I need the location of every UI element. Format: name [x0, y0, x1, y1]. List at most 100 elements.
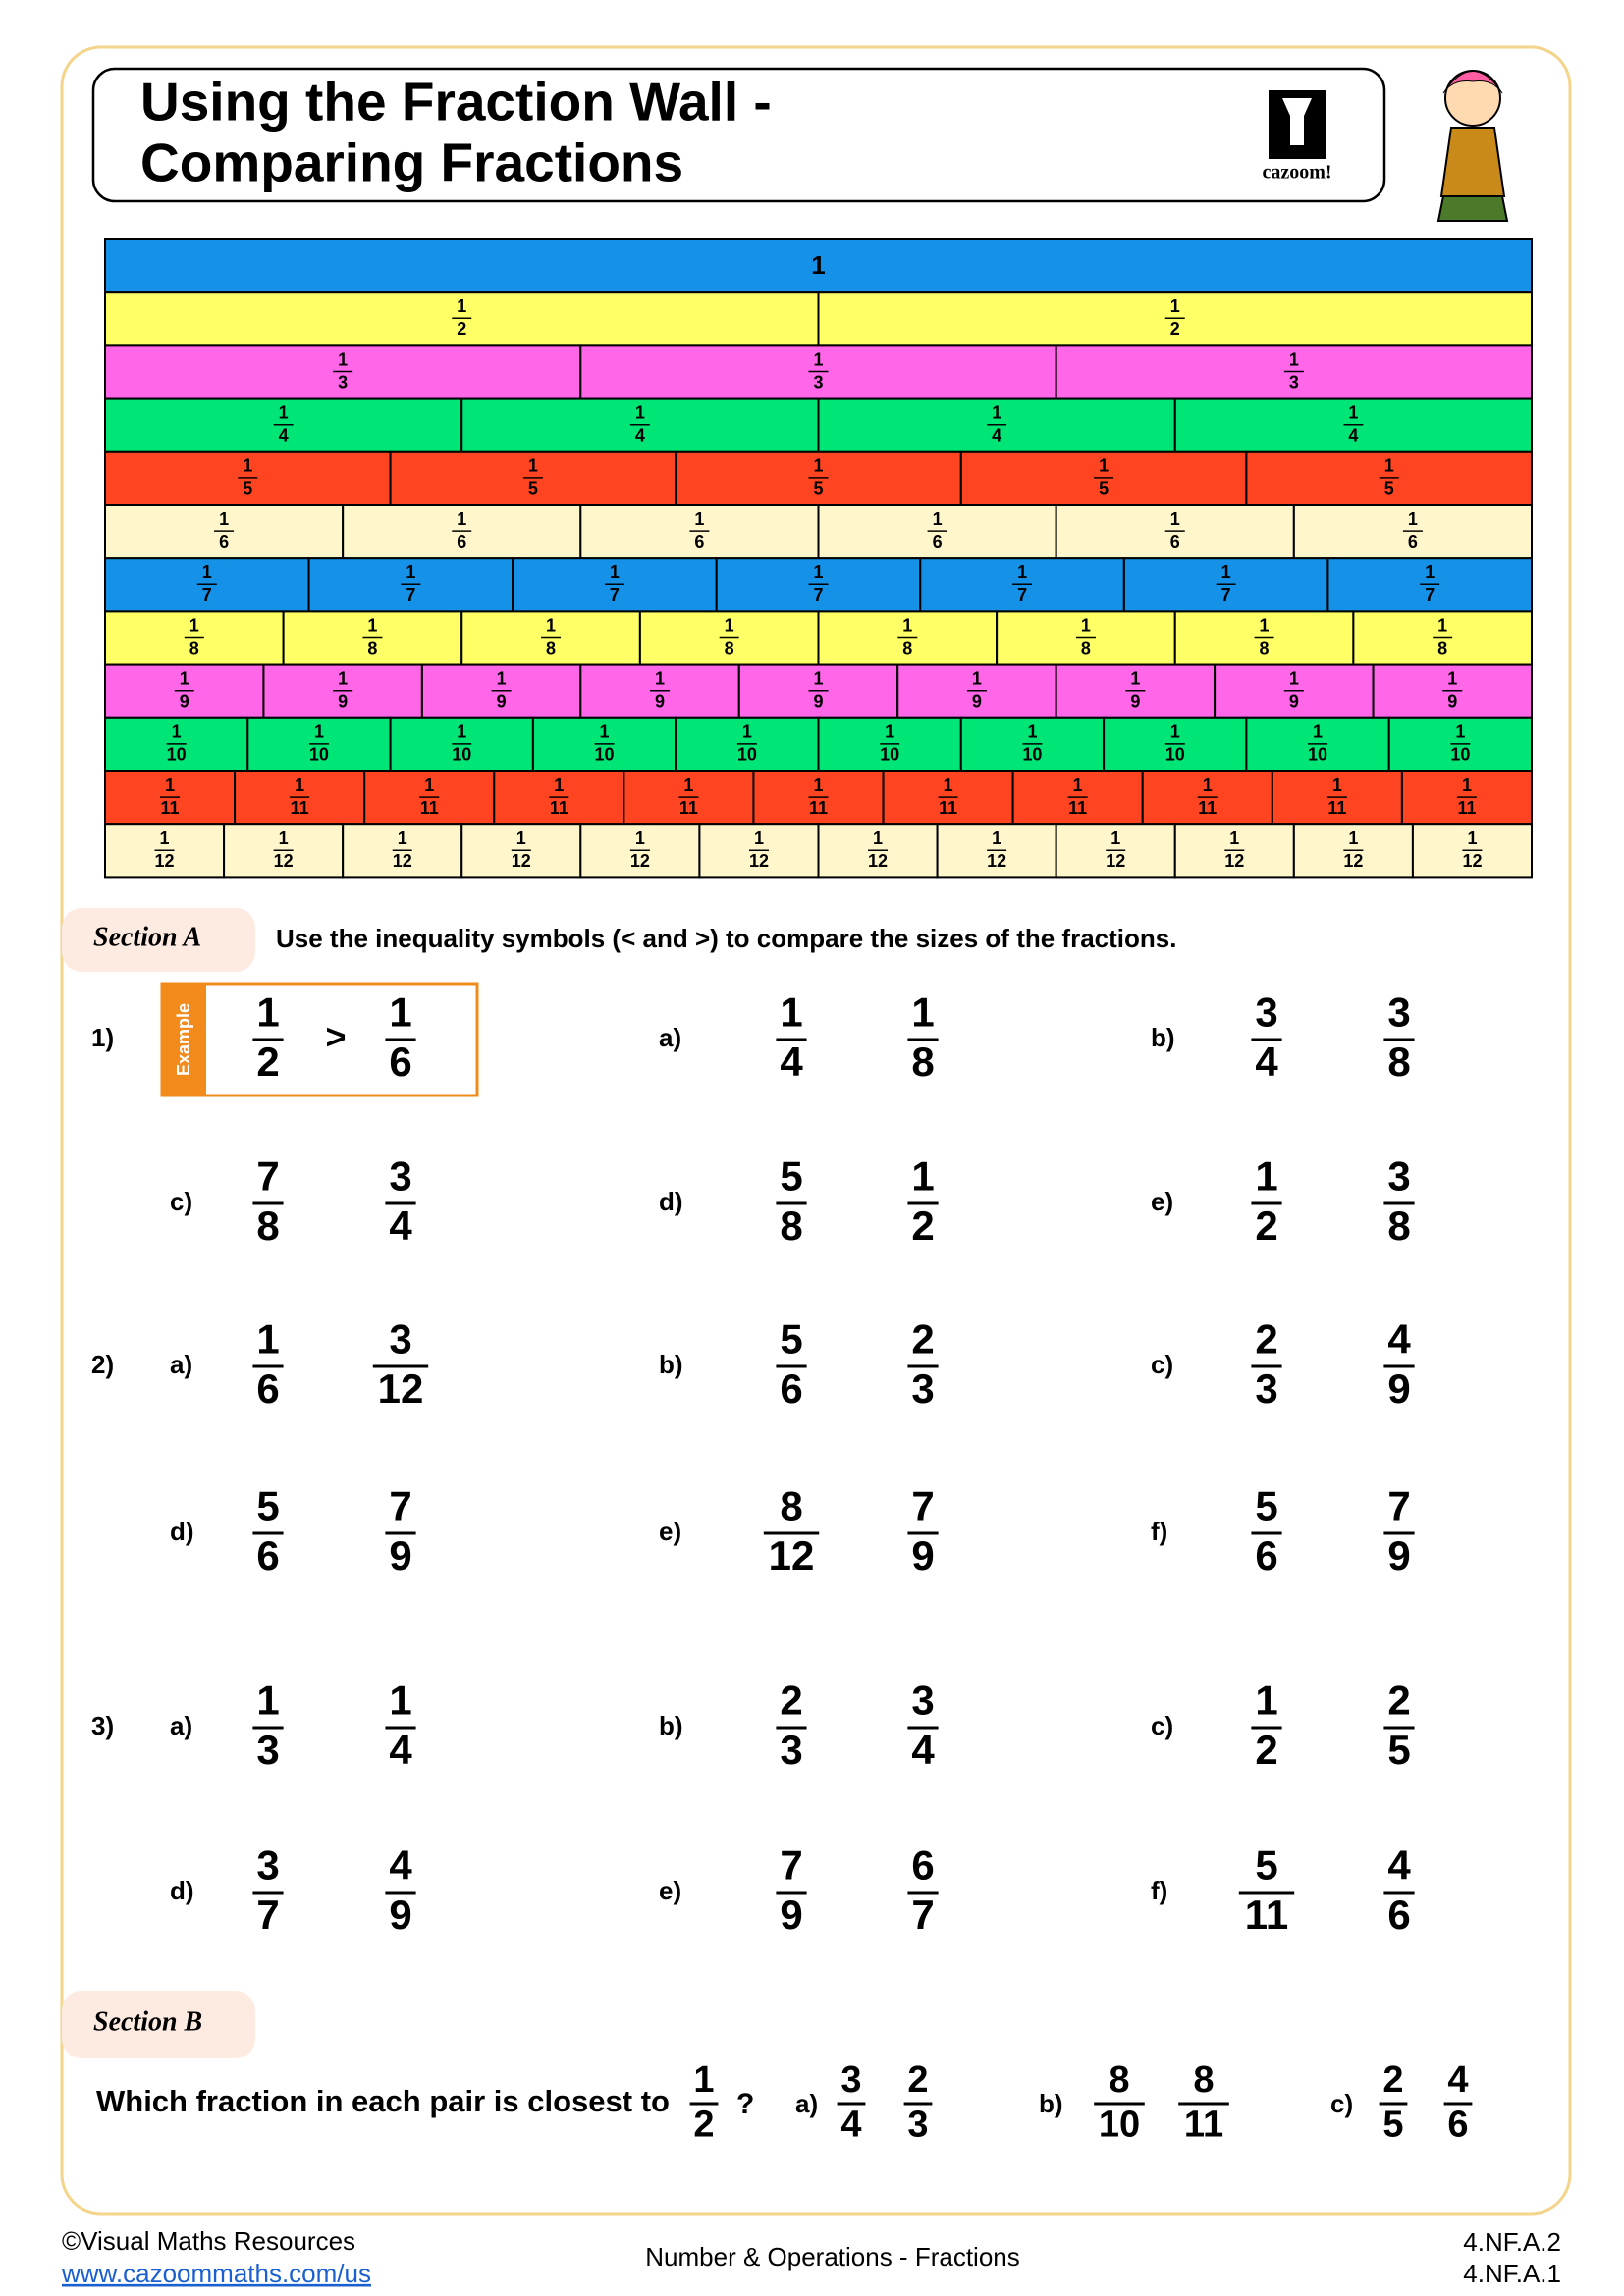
- wall-numerator: 1: [1332, 775, 1342, 795]
- example-tab: [162, 984, 206, 1095]
- wall-numerator: 1: [1313, 722, 1323, 742]
- wall-numerator: 1: [742, 722, 752, 742]
- item-label: a): [170, 1350, 192, 1379]
- footer-topic: Number & Operations - Fractions: [645, 2242, 1019, 2271]
- wall-denominator: 9: [1289, 691, 1299, 711]
- fraction-denominator: 3: [911, 1365, 934, 1412]
- fraction-denominator: 7: [256, 1892, 279, 1938]
- wall-numerator: 1: [1170, 509, 1180, 529]
- wall-numerator: 1: [600, 722, 610, 742]
- item-label: a): [170, 1711, 192, 1740]
- wall-denominator: 8: [1081, 638, 1091, 658]
- fraction-denominator: 9: [1387, 1532, 1410, 1578]
- item-label: f): [1151, 1517, 1167, 1546]
- wall-denominator: 11: [550, 798, 568, 818]
- fraction-denominator: 4: [780, 1039, 803, 1085]
- fraction-numerator: 6: [911, 1842, 934, 1889]
- wall-numerator: 1: [189, 615, 199, 635]
- fraction-denominator: 2: [911, 1202, 934, 1249]
- question-mark: ?: [736, 2088, 754, 2120]
- wall-numerator: 1: [457, 509, 466, 529]
- wall-numerator: 1: [694, 509, 704, 529]
- item-label: e): [1151, 1187, 1173, 1216]
- fraction-numerator: 4: [1387, 1316, 1411, 1362]
- wall-numerator: 1: [972, 668, 982, 688]
- fraction-numerator: 3: [256, 1842, 279, 1889]
- wall-denominator: 12: [512, 851, 531, 871]
- title-box: [91, 67, 1386, 203]
- fraction-denominator: 9: [911, 1532, 934, 1578]
- fraction-denominator: 8: [780, 1202, 802, 1249]
- wall-denominator: 9: [655, 691, 665, 711]
- fraction-denominator: 12: [769, 1532, 815, 1578]
- wall-denominator: 11: [291, 798, 309, 818]
- item-label: c): [1151, 1711, 1173, 1740]
- wall-denominator: 6: [933, 532, 943, 552]
- wall-numerator: 1: [338, 349, 348, 369]
- fraction-denominator: 9: [389, 1532, 411, 1578]
- wall-numerator: 1: [1130, 668, 1140, 688]
- fraction-numerator: 1: [256, 989, 279, 1036]
- wall-numerator: 1: [457, 722, 466, 742]
- wall-cell: [104, 238, 1533, 294]
- wall-numerator: 1: [1408, 509, 1418, 529]
- wall-denominator: 2: [1170, 319, 1180, 339]
- wall-denominator: 7: [610, 585, 620, 605]
- wall-numerator: 1: [1170, 722, 1180, 742]
- fraction-denominator: 9: [780, 1892, 802, 1938]
- footer-standard: 4.NF.A.1: [1463, 2259, 1561, 2288]
- wall-denominator: 4: [992, 425, 1001, 445]
- wall-numerator: 1: [279, 402, 289, 422]
- wall-denominator: 11: [1327, 798, 1346, 818]
- fraction-denominator: 4: [389, 1727, 412, 1773]
- fraction-numerator: 3: [1387, 1153, 1410, 1200]
- fraction-denominator: 6: [389, 1039, 411, 1085]
- wall-denominator: 5: [813, 479, 823, 499]
- fraction-numerator: 7: [389, 1483, 411, 1529]
- page-border: [60, 45, 1572, 2216]
- wall-denominator: 8: [1260, 638, 1270, 658]
- item-label: e): [659, 1876, 681, 1905]
- fraction-denominator: 4: [389, 1202, 412, 1249]
- fraction-denominator: 2: [1255, 1727, 1277, 1773]
- wall-denominator: 5: [243, 479, 252, 499]
- wall-numerator: 1: [635, 828, 645, 848]
- wall-numerator: 1: [295, 775, 304, 795]
- wall-numerator: 1: [1289, 349, 1299, 369]
- fraction-numerator: 1: [256, 1316, 279, 1362]
- wall-denominator: 8: [902, 638, 912, 658]
- fraction-denominator: 4: [840, 2105, 861, 2146]
- fraction-denominator: 8: [256, 1202, 279, 1249]
- wall-numerator: 1: [1462, 775, 1472, 795]
- item-label: b): [659, 1711, 683, 1740]
- item-label: b): [1151, 1023, 1175, 1052]
- wall-numerator: 1: [1384, 456, 1394, 476]
- fraction-numerator: 1: [256, 1678, 279, 1724]
- wall-cell: [1245, 450, 1534, 506]
- wall-denominator: 6: [219, 532, 229, 552]
- fraction-denominator: 8: [911, 1039, 934, 1085]
- logo-text: cazoom!: [1262, 162, 1331, 184]
- wall-numerator: 1: [683, 775, 693, 795]
- wall-denominator: 4: [1348, 425, 1358, 445]
- footer-url[interactable]: www.cazoommaths.com/us: [61, 2259, 371, 2288]
- section-label: Section A: [93, 922, 201, 952]
- instruction: Use the inequality symbols (< and >) to …: [276, 924, 1176, 953]
- fraction-numerator: 3: [389, 1316, 411, 1362]
- wall-numerator: 1: [873, 828, 883, 848]
- fraction-numerator: 2: [1387, 1678, 1410, 1724]
- inequality-symbol: >: [325, 1017, 346, 1057]
- wall-denominator: 11: [1198, 798, 1217, 818]
- wall-cell: [1292, 823, 1414, 879]
- fraction-numerator: 3: [840, 2059, 861, 2101]
- fraction-numerator: 8: [1109, 2059, 1129, 2101]
- fraction-denominator: 11: [1184, 2105, 1223, 2146]
- fraction-numerator: 7: [911, 1483, 934, 1529]
- fraction-denominator: 6: [256, 1532, 279, 1578]
- wall-numerator: 1: [243, 456, 252, 476]
- wall-denominator: 12: [1462, 851, 1482, 871]
- fraction-numerator: 7: [256, 1153, 279, 1200]
- wall-denominator: 5: [528, 479, 538, 499]
- wall-denominator: 12: [749, 851, 769, 871]
- fraction-numerator: 4: [1447, 2059, 1468, 2101]
